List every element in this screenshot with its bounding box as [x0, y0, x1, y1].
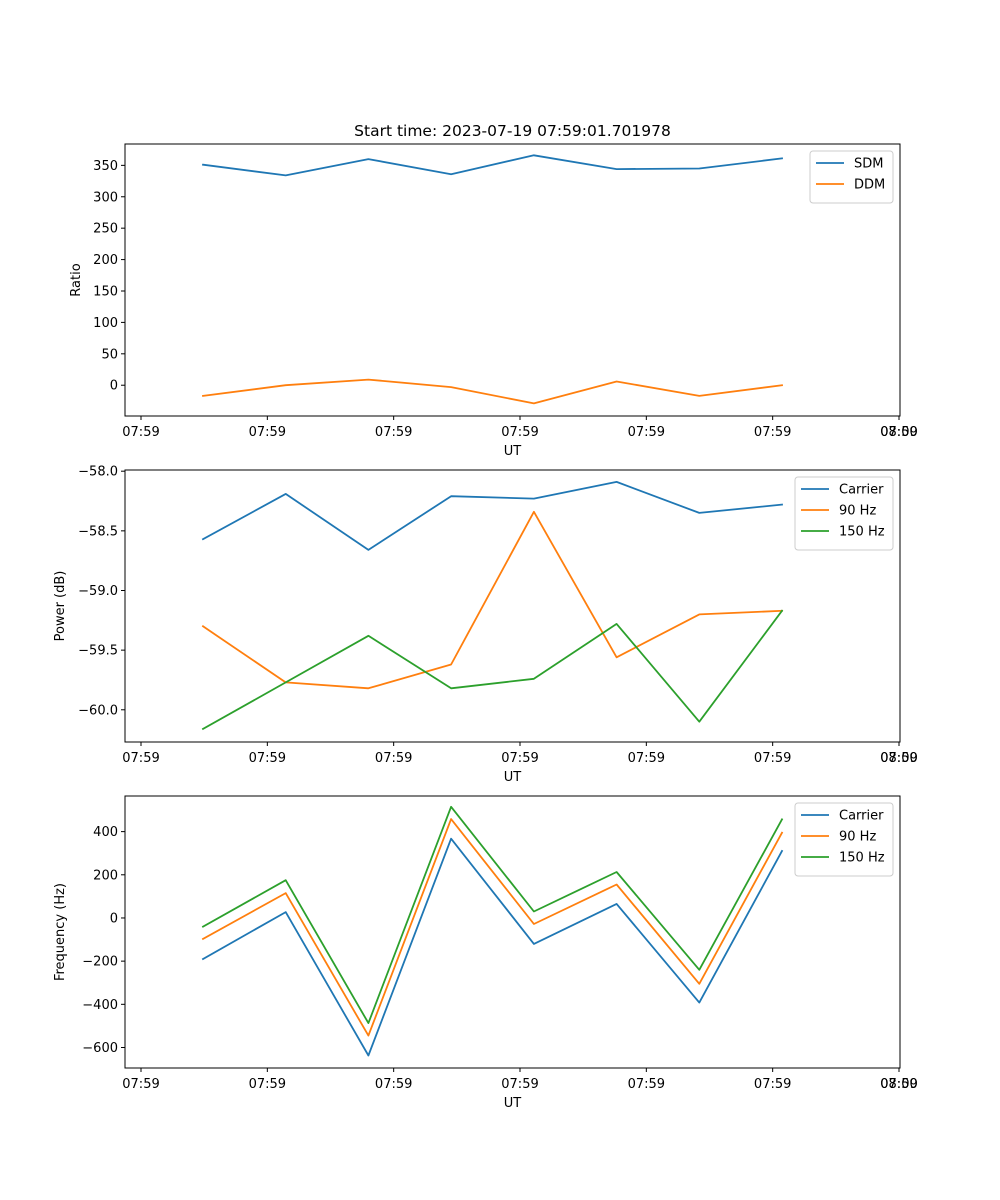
legend-entry: 150 Hz: [839, 851, 885, 866]
series-line-90-hz: [201, 818, 784, 1037]
series-line-ddm: [201, 378, 784, 405]
y-tick-label: 0: [110, 911, 118, 926]
y-tick-label: 400: [93, 825, 118, 840]
x-tick-label: 07:59: [249, 425, 286, 440]
x-tick-label: 07:59: [628, 1077, 665, 1092]
y-tick-label: 250: [93, 222, 118, 237]
x-tick-label: 07:59: [754, 1077, 791, 1092]
x-tick-label: 07:59: [754, 751, 791, 766]
legend-box: [809, 150, 894, 204]
x-tick-label: 07:59: [375, 751, 412, 766]
y-axis-label: Power (dB): [53, 571, 68, 642]
x-tick-label: 07:59: [628, 425, 665, 440]
x-tick-label: 07:59: [122, 425, 159, 440]
y-tick-label: −400: [82, 998, 118, 1013]
x-tick-label: 08:00: [880, 1077, 917, 1092]
y-tick-label: 0: [110, 379, 118, 394]
y-tick-label: 300: [93, 190, 118, 205]
y-tick-label: 350: [93, 159, 118, 174]
series-line-150-hz: [201, 609, 784, 731]
y-tick-label: 50: [101, 347, 118, 362]
x-tick-label: 07:59: [122, 1077, 159, 1092]
legend: Carrier 90 Hz 150 Hz: [794, 802, 894, 877]
x-tick-label: 07:59: [122, 751, 159, 766]
x-axis-label: UT: [504, 444, 522, 459]
series-line-sdm: [201, 154, 784, 177]
x-tick-label: 07:59: [880, 751, 917, 766]
y-tick-label: 200: [93, 868, 118, 883]
chart-panel-1: 0 50 100 150 200 250 300 350 07:59 07:59 07:59 07:5…: [69, 143, 918, 459]
series-line-carrier: [201, 480, 783, 551]
y-tick-label: −58.0: [78, 465, 118, 480]
y-tick-label: 150: [93, 284, 118, 299]
legend-entry: DDM: [854, 178, 885, 193]
plot-area-frame: [124, 469, 901, 743]
x-tick-label: 07:59: [501, 1077, 538, 1092]
y-tick-label: −59.5: [78, 644, 118, 659]
chart-panel-2: −58.0 −58.5 −59.0 −59.5 −60.0 07:59 07:59 07:59…: [53, 465, 918, 785]
y-tick-label: −200: [82, 955, 118, 970]
legend-entry: SDM: [854, 157, 883, 172]
x-tick-label: 08:00: [880, 751, 917, 766]
x-tick-label: 07:59: [628, 751, 665, 766]
y-tick-label: 200: [93, 253, 118, 268]
series-line-carrier: [201, 837, 784, 1057]
legend-entry: Carrier: [839, 809, 884, 824]
y-tick-label: −59.0: [78, 584, 118, 599]
y-tick-label: −600: [82, 1041, 118, 1056]
chart-title: Start time: 2023-07-19 07:59:01.701978: [354, 122, 671, 140]
x-axis-label: UT: [504, 770, 522, 785]
x-tick-label: 07:59: [501, 751, 538, 766]
plot-area-frame: [124, 795, 901, 1069]
x-tick-label: 07:59: [880, 1077, 917, 1092]
legend-entry: 90 Hz: [839, 830, 876, 845]
legend-entry: 150 Hz: [839, 525, 885, 540]
y-tick-label: −60.0: [78, 703, 118, 718]
y-axis-label: Ratio: [69, 263, 84, 296]
legend: Carrier 90 Hz 150 Hz: [794, 476, 894, 551]
x-axis-label: UT: [504, 1096, 522, 1111]
series-line-90-hz: [201, 510, 783, 690]
y-axis-label: Frequency (Hz): [53, 883, 68, 981]
legend-entry: Carrier: [839, 483, 884, 498]
x-tick-label: 07:59: [375, 425, 412, 440]
x-tick-label: 07:59: [754, 425, 791, 440]
x-tick-label: 07:59: [880, 425, 917, 440]
legend-entry: 90 Hz: [839, 504, 876, 519]
y-tick-label: −58.5: [78, 524, 118, 539]
x-tick-label: 07:59: [249, 751, 286, 766]
x-tick-label: 07:59: [375, 1077, 412, 1092]
x-tick-label: 07:59: [249, 1077, 286, 1092]
x-tick-label: 08:00: [880, 425, 917, 440]
series-line-150-hz: [201, 805, 784, 1024]
plot-area-frame: [124, 143, 901, 417]
legend: SDM DDM: [809, 150, 894, 204]
x-tick-label: 07:59: [501, 425, 538, 440]
y-tick-label: 100: [93, 316, 118, 331]
